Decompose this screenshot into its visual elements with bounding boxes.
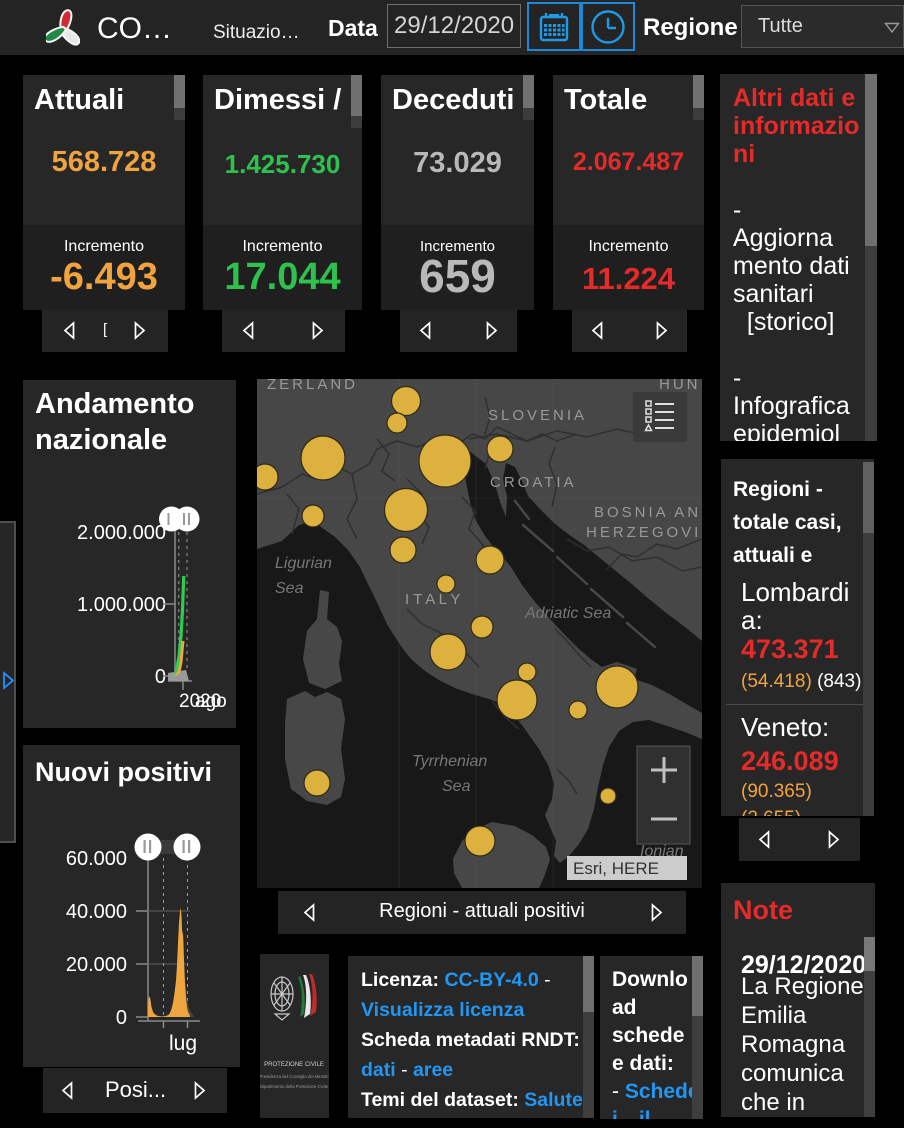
svg-text:PROTEZIONE CIVILE: PROTEZIONE CIVILE (264, 1062, 324, 1068)
svg-text:I T A L Y: I T A L Y (405, 591, 460, 608)
svg-text:lug: lug (169, 1032, 197, 1055)
svg-text:0: 0 (155, 666, 166, 688)
svg-text:BOSNIA AN: BOSNIA AN (594, 504, 701, 521)
svg-text:HERZEGOVII: HERZEGOVII (586, 524, 702, 541)
svg-text:Sea: Sea (275, 580, 304, 597)
svg-text:Adriatic Sea: Adriatic Sea (524, 605, 611, 622)
svg-text:ZERLAND: ZERLAND (267, 379, 358, 393)
svg-text:40.000: 40.000 (66, 901, 127, 923)
svg-text:Presidenza del Consiglio dei M: Presidenza del Consiglio dei Ministri (260, 1074, 329, 1079)
svg-text:20.000: 20.000 (66, 954, 127, 976)
svg-text:60.000: 60.000 (66, 848, 127, 870)
svg-text:1.000.000: 1.000.000 (77, 594, 166, 616)
svg-text:Ligurian: Ligurian (275, 555, 332, 572)
svg-text:Sea: Sea (442, 778, 471, 795)
svg-text:Dipartimento della Protezione: Dipartimento della Protezione Civile (260, 1084, 329, 1089)
svg-text:0: 0 (116, 1007, 127, 1029)
svg-text:Ionian: Ionian (640, 843, 684, 860)
svg-text:HUN: HUN (659, 379, 701, 393)
svg-text:Tyrrhenian: Tyrrhenian (412, 753, 487, 770)
svg-text:2.000.000: 2.000.000 (77, 522, 166, 544)
svg-text:Esri, HERE: Esri, HERE (573, 859, 659, 878)
svg-text:CROATIA: CROATIA (490, 474, 577, 491)
svg-text:2020: 2020 (179, 691, 221, 712)
svg-text:ago: ago (195, 691, 227, 712)
svg-text:SLOVENIA: SLOVENIA (488, 407, 587, 424)
